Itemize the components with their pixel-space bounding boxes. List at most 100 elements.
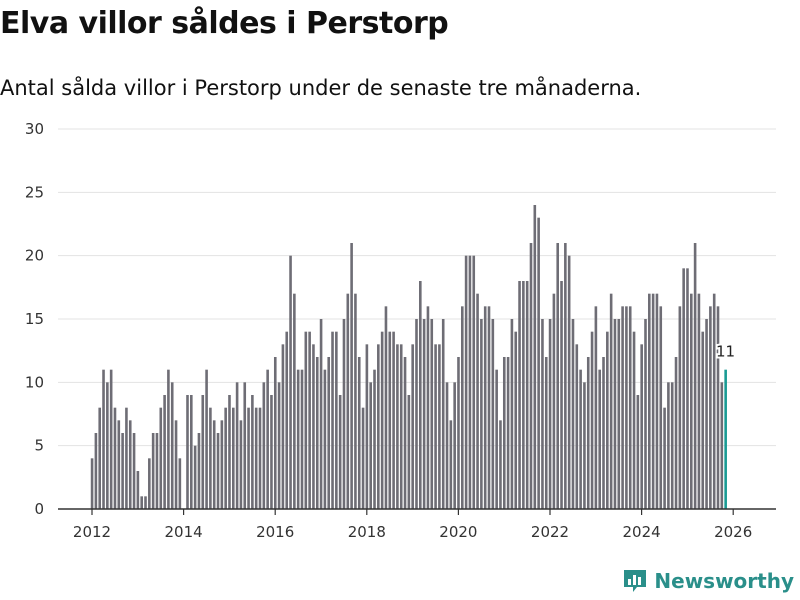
bar [648, 293, 651, 509]
bar [495, 369, 498, 509]
bar [625, 306, 628, 509]
bar [285, 331, 289, 509]
bar [487, 306, 491, 509]
bar [102, 369, 105, 509]
bar [548, 319, 552, 509]
bar [457, 357, 460, 509]
bar [502, 357, 506, 509]
bar [480, 319, 483, 509]
bar [228, 395, 231, 509]
bar [461, 306, 464, 509]
bar [636, 395, 640, 509]
x-tick-label: 2014 [165, 523, 203, 541]
bar [258, 407, 262, 509]
bar [174, 420, 178, 509]
newsworthy-logo-icon [624, 570, 647, 592]
bar [247, 407, 250, 509]
bar [155, 433, 159, 509]
y-tick-label: 5 [34, 437, 44, 455]
bar [121, 433, 124, 509]
bar [346, 293, 350, 509]
bar [449, 420, 453, 509]
bar [655, 293, 659, 509]
bar [216, 433, 220, 509]
bar [338, 395, 342, 509]
bar [254, 407, 258, 509]
bar [583, 382, 586, 509]
bar [312, 344, 315, 509]
bar [720, 382, 724, 509]
bar [331, 331, 334, 509]
bar [712, 293, 716, 509]
bar [564, 243, 567, 509]
bar [544, 357, 548, 509]
bar [335, 331, 338, 509]
bar [522, 281, 525, 509]
bar [308, 331, 311, 509]
bar [167, 369, 170, 509]
bar [136, 471, 140, 509]
bar [438, 344, 441, 509]
bar [567, 255, 571, 509]
bar [361, 407, 365, 509]
bar [419, 281, 422, 509]
bar [621, 306, 624, 509]
bar [190, 395, 193, 509]
x-tick-label: 2026 [714, 523, 752, 541]
bar [690, 293, 693, 509]
bar [266, 369, 269, 509]
bar [163, 395, 166, 509]
y-tick-label: 10 [25, 373, 44, 391]
bar [411, 344, 414, 509]
bar [354, 293, 357, 509]
bar [132, 433, 136, 509]
y-tick-label: 20 [25, 247, 44, 265]
bar [670, 382, 674, 509]
bar [499, 420, 502, 509]
bar [151, 433, 155, 509]
bar [148, 458, 151, 509]
bar [403, 357, 407, 509]
bar [293, 293, 296, 509]
bar [678, 306, 682, 509]
x-tick-label: 2012 [73, 523, 111, 541]
bar [628, 306, 632, 509]
bar [701, 331, 705, 509]
bar [609, 293, 613, 509]
bar [518, 281, 521, 509]
data-label: 11 [716, 343, 735, 361]
bar [315, 357, 319, 509]
bar [506, 357, 510, 509]
bar [468, 255, 472, 509]
bar [693, 243, 697, 509]
bar [373, 369, 376, 509]
bar [186, 395, 189, 509]
brand-logo[interactable]: Newsworthy [622, 568, 794, 594]
bar [705, 319, 708, 509]
bar [251, 395, 254, 509]
bar [396, 344, 399, 509]
bar [426, 306, 430, 509]
bar [388, 331, 392, 509]
bar [369, 382, 372, 509]
bar [113, 407, 117, 509]
bar [674, 357, 678, 509]
bar [197, 433, 201, 509]
bar [125, 407, 128, 509]
bar [434, 344, 437, 509]
bar [430, 319, 434, 509]
bar [277, 382, 281, 509]
bar [651, 293, 655, 509]
bar [209, 407, 212, 509]
bar [560, 281, 563, 509]
bar [682, 268, 685, 509]
bar [281, 344, 285, 509]
bar [483, 306, 487, 509]
bar [464, 255, 468, 509]
bar [273, 357, 277, 509]
bar [144, 496, 147, 509]
y-tick-label: 30 [25, 120, 44, 138]
bar [453, 382, 456, 509]
bar [365, 344, 369, 509]
